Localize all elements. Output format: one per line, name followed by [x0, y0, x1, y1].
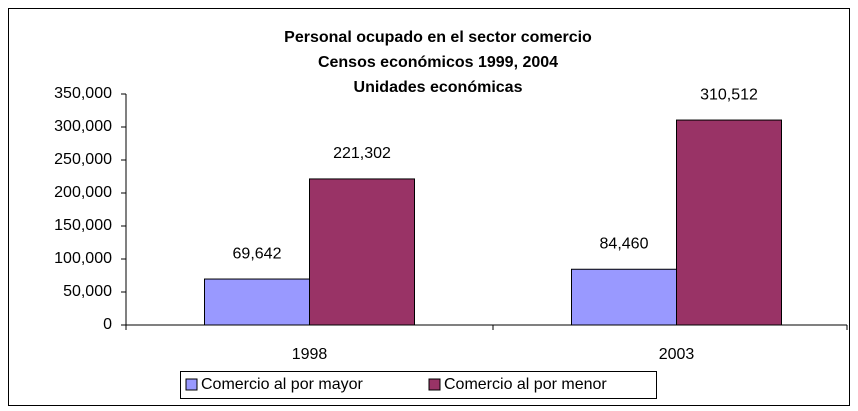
- value-label: 69,642: [233, 245, 282, 262]
- legend-label: Comercio al por mayor: [201, 376, 364, 393]
- y-tick-label: 100,000: [54, 250, 112, 267]
- chart-title: Unidades económicas: [354, 79, 523, 96]
- y-tick-label: 300,000: [54, 118, 112, 135]
- legend-swatch: [185, 378, 198, 391]
- y-tick-label: 350,000: [54, 85, 112, 102]
- y-tick-label: 150,000: [54, 217, 112, 234]
- bar: [309, 178, 415, 326]
- value-label: 221,302: [333, 145, 391, 162]
- bar: [676, 119, 782, 326]
- value-label: 84,460: [600, 235, 649, 252]
- chart-title: Censos económicos 1999, 2004: [318, 54, 558, 71]
- bar: [204, 278, 310, 326]
- legend: [180, 371, 657, 399]
- legend-label: Comercio al por menor: [444, 376, 607, 393]
- y-tick-label: 0: [103, 316, 112, 333]
- x-tick-label: 2003: [659, 346, 695, 363]
- y-tick-label: 50,000: [63, 283, 112, 300]
- y-tick-label: 200,000: [54, 184, 112, 201]
- bar: [571, 268, 677, 326]
- chart-title: Personal ocupado en el sector comercio: [284, 29, 592, 46]
- x-tick-label: 1998: [292, 346, 328, 363]
- y-tick-label: 250,000: [54, 151, 112, 168]
- value-label: 310,512: [700, 86, 758, 103]
- legend-swatch: [428, 378, 441, 391]
